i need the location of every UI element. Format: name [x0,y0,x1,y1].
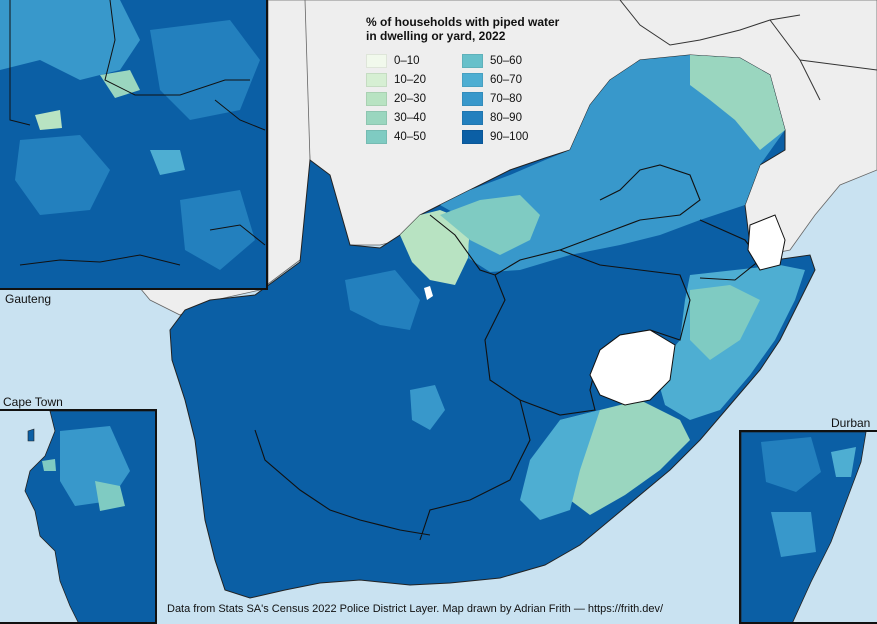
legend-title-line-1: % of households with piped water [366,15,560,29]
legend-item: 90–100 [462,127,558,146]
legend-item: 0–10 [366,51,462,70]
legend-swatch [462,72,483,87]
cape-town-inset [0,409,157,624]
durban-inset-map [741,432,877,622]
legend-items: 0–10 10–20 20–30 30–40 40–50 50–60 60–70 70–80 8… [366,51,566,146]
legend-swatch [366,91,387,106]
legend-item: 30–40 [366,108,462,127]
legend-label: 40–50 [394,130,426,143]
legend-title: % of households with piped water in dwel… [366,15,566,43]
legend-item: 80–90 [462,108,558,127]
legend-item: 60–70 [462,70,558,89]
legend-item: 50–60 [462,51,558,70]
cape-town-label: Cape Town [3,395,63,409]
legend-label: 50–60 [490,54,522,67]
credit-text: Data from Stats SA's Census 2022 Police … [167,603,664,615]
legend: % of households with piped water in dwel… [366,15,566,146]
neighbour-border [619,0,877,101]
legend-label: 70–80 [490,92,522,105]
no-data-area [424,286,433,300]
region-kzn-light [690,285,760,360]
region-karoo-mid [410,385,445,430]
legend-label: 60–70 [490,73,522,86]
region-eastern-cape-mid [520,410,600,520]
legend-label: 30–40 [394,111,426,124]
gauteng-label: Gauteng [5,292,52,306]
legend-swatch [462,129,483,144]
legend-label: 10–20 [394,73,426,86]
legend-label: 90–100 [490,130,529,143]
cape-town-inset-map [0,411,155,622]
legend-label: 0–10 [394,54,420,67]
gauteng-inset-map [0,0,266,288]
legend-label: 80–90 [490,111,522,124]
legend-item: 40–50 [366,127,462,146]
legend-item: 10–20 [366,70,462,89]
region-northwest-light [400,210,470,285]
legend-swatch [366,53,387,68]
region-limpopo-light [690,55,785,150]
legend-swatch [462,53,483,68]
durban-inset [739,430,877,624]
lesotho [589,329,676,406]
legend-item: 20–30 [366,89,462,108]
region-central-mid [345,270,420,330]
legend-swatch [462,91,483,106]
legend-swatch [462,110,483,125]
legend-swatch [366,110,387,125]
gauteng-inset [0,0,268,290]
durban-label: Durban [831,416,871,430]
region-northwest-cyan [440,195,540,255]
legend-label: 20–30 [394,92,426,105]
legend-title-line-2: in dwelling or yard, 2022 [366,29,506,43]
legend-swatch [366,129,387,144]
legend-item: 70–80 [462,89,558,108]
eswatini [747,214,786,271]
legend-swatch [366,72,387,87]
